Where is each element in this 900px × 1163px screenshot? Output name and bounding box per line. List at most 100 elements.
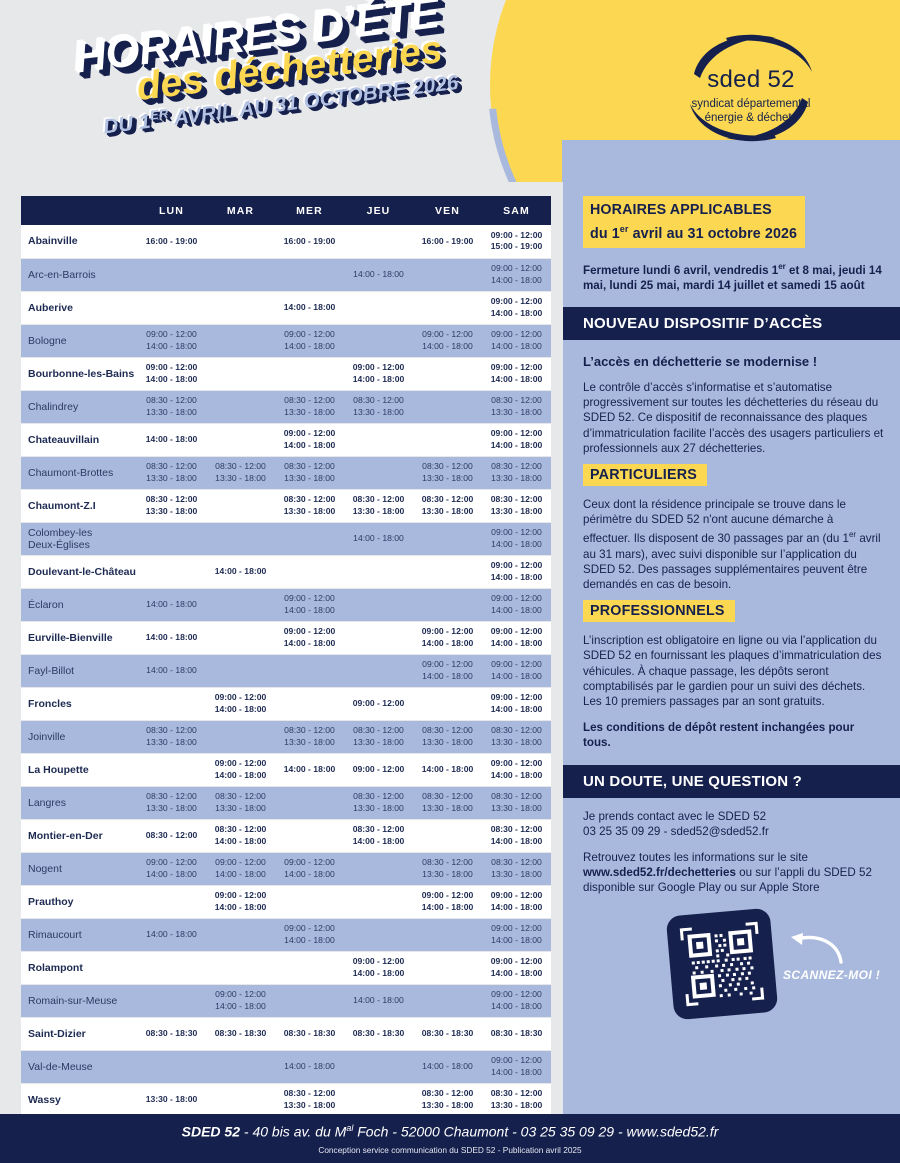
time-range: 14:00 - 18:00 (491, 340, 542, 351)
site-name: Wassy (21, 1083, 137, 1117)
schedule-cell: 09:00 - 12:00 14:00 - 18:00 (206, 753, 275, 787)
time-range: 08:30 - 12:00 (491, 857, 542, 867)
schedule-cell: 14:00 - 18:00 (344, 258, 413, 292)
time-range: 14:00 - 18:00 (421, 901, 474, 912)
time-range: 09:00 - 12:00 (491, 659, 542, 669)
schedule-cell: 08:30 - 12:00 13:30 - 18:00 (413, 720, 482, 754)
schedule-cell: 09:00 - 12:00 14:00 - 18:00 (482, 621, 551, 655)
schedule-cell: 08:30 - 12:00 13:30 - 18:00 (137, 786, 206, 820)
qr-area: SCANNEZ-MOI ! (583, 907, 884, 1038)
table-col-header-mar: MAR (206, 196, 275, 225)
time-range: 09:00 - 12:00 (145, 362, 198, 372)
qr-code[interactable] (665, 907, 779, 1020)
info-website[interactable]: www.sded52.fr/dechetteries (583, 866, 736, 880)
site-name: Eurville-Bienville (21, 621, 137, 655)
table-row: Arc-en-Barrois 14:00 - 18:00 09:00 - 12:00… (21, 258, 551, 292)
schedule-cell (206, 720, 275, 754)
time-range: 09:00 - 12:00 (215, 857, 266, 867)
schedule-cell (344, 225, 413, 259)
time-range: 08:30 - 12:00 (146, 791, 197, 801)
site-name: Prauthoy (21, 885, 137, 919)
schedule-cell: 08:30 - 12:00 14:00 - 18:00 (206, 819, 275, 853)
schedule-cell: 08:30 - 18:30 (413, 1017, 482, 1051)
schedule-cell: 08:30 - 12:00 13:30 - 18:00 (413, 456, 482, 490)
time-range: 08:30 - 18:30 (145, 1027, 198, 1038)
site-name: Auberive (21, 291, 137, 325)
schedule-cell (344, 555, 413, 589)
time-range: 14:00 - 18:00 (422, 670, 473, 681)
title-line-3-sup: ER (148, 105, 170, 123)
schedule-cell: 09:00 - 12:00 14:00 - 18:00 (482, 324, 551, 358)
schedule-cell (206, 1050, 275, 1084)
schedule-cell: 09:00 - 12:00 14:00 - 18:00 (413, 654, 482, 688)
time-range: 14:00 - 18:00 (421, 637, 474, 648)
time-range: 13:30 - 18:00 (215, 472, 266, 483)
schedule-cell: 08:30 - 12:00 13:30 - 18:00 (137, 489, 206, 523)
table-row: Bologne 09:00 - 12:00 14:00 - 18:00 09:00 -… (21, 324, 551, 358)
time-range: 13:30 - 18:00 (146, 736, 197, 747)
time-range: 08:30 - 12:00 (490, 494, 543, 504)
schedule-cell: 08:30 - 12:00 13:30 - 18:00 (344, 489, 413, 523)
site-name: Fayl-Billot (21, 654, 137, 688)
time-range: 09:00 - 12:00 (490, 626, 543, 636)
time-range: 14:00 - 18:00 (352, 967, 405, 978)
sded52-logo: sded 52 syndicat départemental énergie &… (652, 28, 850, 148)
schedule-cell: 09:00 - 12:00 14:00 - 18:00 (275, 918, 344, 952)
blue-band-decoration (562, 140, 900, 182)
time-range: 14:00 - 18:00 (283, 439, 336, 450)
table-row: Rimaucourt 14:00 - 18:00 09:00 - 12:00 14:0… (21, 918, 551, 952)
schedule-cell (275, 555, 344, 589)
schedule-cell (275, 687, 344, 721)
schedule-cell (137, 1050, 206, 1084)
schedule-cell (206, 654, 275, 688)
footer-address-post: Foch - 52000 Chaumont - 03 25 35 09 29 -… (353, 1123, 719, 1140)
schedule-cell: 09:00 - 12:00 14:00 - 18:00 (482, 885, 551, 919)
applicable-hours-badge: HORAIRES APPLICABLES du 1er avril au 31 … (583, 196, 806, 248)
time-range: 14:00 - 18:00 (490, 439, 543, 450)
schedule-cell (413, 918, 482, 952)
time-range: 14:00 - 18:00 (146, 928, 197, 939)
schedule-cell (275, 786, 344, 820)
table-row: Froncles 09:00 - 12:00 14:00 - 18:00 09:00 … (21, 687, 551, 721)
section-question-header: UN DOUTE, UNE QUESTION ? (563, 764, 900, 798)
schedule-cell: 09:00 - 12:00 14:00 - 18:00 (206, 852, 275, 886)
footer-address-pre: - 40 bis av. du M (240, 1123, 347, 1140)
time-range: 13:30 - 18:00 (491, 736, 542, 747)
schedule-cell (344, 621, 413, 655)
schedule-cell (413, 951, 482, 985)
table-row: Bourbonne-les-Bains 09:00 - 12:00 14:00 - … (21, 357, 551, 391)
time-range: 09:00 - 12:00 (284, 593, 335, 603)
time-range: 14:00 - 18:00 (146, 598, 197, 609)
schedule-cell: 08:30 - 12:00 13:30 - 18:00 (482, 390, 551, 424)
time-range: 08:30 - 12:00 (352, 824, 405, 834)
schedule-cell (344, 456, 413, 490)
schedule-cell: 08:30 - 12:00 13:30 - 18:00 (482, 489, 551, 523)
schedule-cell: 09:00 - 12:00 14:00 - 18:00 (482, 984, 551, 1018)
time-range: 08:30 - 12:00 (215, 461, 266, 471)
time-range: 09:00 - 12:00 (422, 329, 473, 339)
schedule-cell: 08:30 - 18:30 (275, 1017, 344, 1051)
time-range: 08:30 - 12:00 (284, 395, 335, 405)
schedule-cell (206, 588, 275, 622)
paragraph-particuliers: Ceux dont la résidence principale se tro… (583, 497, 884, 592)
time-range: 08:30 - 12:00 (422, 725, 473, 735)
time-range: 09:00 - 12:00 (490, 758, 543, 768)
time-range: 16:00 - 19:00 (283, 235, 336, 246)
schedule-cell: 08:30 - 18:30 (206, 1017, 275, 1051)
schedule-cell: 09:00 - 12:00 14:00 - 18:00 (482, 291, 551, 325)
time-range: 14:00 - 18:00 (491, 1000, 542, 1011)
schedule-cell (137, 984, 206, 1018)
schedule-cell: 14:00 - 18:00 (137, 654, 206, 688)
table-row: Chaumont-Z.I 08:30 - 12:00 13:30 - 18:00 08… (21, 489, 551, 523)
time-range: 13:30 - 18:00 (422, 472, 473, 483)
schedule-cell (206, 291, 275, 325)
time-range: 08:30 - 18:30 (283, 1027, 336, 1038)
time-range: 14:00 - 18:00 (284, 1060, 335, 1071)
schedule-cell (413, 984, 482, 1018)
schedule-cell: 08:30 - 12:00 13:30 - 18:00 (482, 786, 551, 820)
table-row: Saint-Dizier 08:30 - 18:30 08:30 - 18:30 08… (21, 1017, 551, 1051)
logo-swoosh-icon (690, 34, 812, 142)
time-range: 14:00 - 18:00 (284, 934, 335, 945)
time-range: 09:00 - 12:00 (214, 890, 267, 900)
time-range: 09:00 - 12:00 (490, 296, 543, 306)
